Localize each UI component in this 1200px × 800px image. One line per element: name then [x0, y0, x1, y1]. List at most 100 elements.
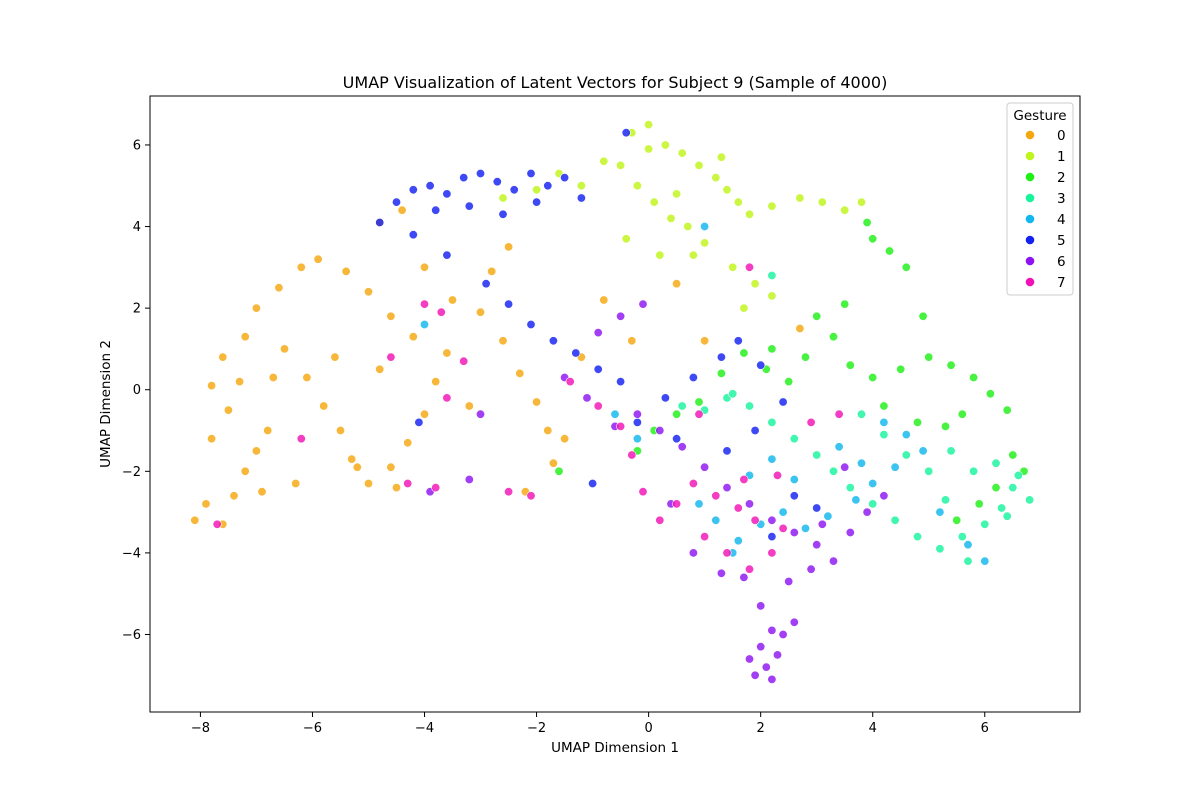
scatter-point-gesture-0 [363, 287, 373, 297]
scatter-point-gesture-5 [543, 181, 553, 191]
scatter-point-gesture-0 [319, 401, 329, 411]
scatter-point-gesture-1 [750, 279, 760, 289]
scatter-point-gesture-2 [800, 352, 810, 362]
scatter-point-gesture-0 [391, 483, 401, 493]
scatter-point-gesture-0 [268, 372, 278, 382]
scatter-point-gesture-0 [515, 368, 525, 378]
scatter-point-gesture-1 [767, 201, 777, 211]
scatter-point-gesture-1 [739, 303, 749, 313]
scatter-point-gesture-4 [963, 540, 973, 550]
scatter-point-gesture-2 [828, 332, 838, 342]
scatter-point-gesture-0 [447, 295, 457, 305]
scatter-point-gesture-1 [599, 156, 609, 166]
scatter-point-gesture-4 [856, 458, 866, 468]
scatter-point-gesture-3 [767, 270, 777, 280]
scatter-point-gesture-7 [627, 450, 637, 460]
scatter-point-gesture-2 [868, 234, 878, 244]
scatter-point-gesture-1 [649, 197, 659, 207]
y-axis-label: UMAP Dimension 2 [98, 340, 114, 468]
scatter-point-gesture-5 [778, 397, 788, 407]
scatter-point-gesture-0 [548, 458, 558, 468]
y-tick-label: 2 [133, 302, 141, 317]
scatter-point-gesture-2 [957, 409, 967, 419]
scatter-point-gesture-7 [834, 409, 844, 419]
scatter-point-gesture-5 [414, 417, 424, 427]
scatter-point-gesture-0 [375, 364, 385, 374]
scatter-point-gesture-6 [784, 576, 794, 586]
scatter-point-gesture-5 [716, 352, 726, 362]
x-tick-label: 6 [981, 721, 989, 736]
scatter-point-gesture-6 [806, 564, 816, 574]
scatter-point-gesture-0 [341, 266, 351, 276]
scatter-point-gesture-6 [688, 548, 698, 558]
scatter-point-gesture-5 [632, 417, 642, 427]
legend-marker-gesture-5 [1025, 235, 1035, 245]
scatter-point-gesture-0 [532, 397, 542, 407]
scatter-point-gesture-1 [532, 185, 542, 195]
scatter-point-gesture-2 [1002, 405, 1012, 415]
scatter-point-gesture-5 [616, 377, 626, 387]
scatter-point-gesture-0 [279, 344, 289, 354]
scatter-point-gesture-5 [504, 299, 514, 309]
scatter-point-gesture-1 [700, 238, 710, 248]
scatter-point-gesture-5 [509, 185, 519, 195]
scatter-point-gesture-3 [1008, 483, 1018, 493]
scatter-point-gesture-3 [969, 466, 979, 476]
scatter-point-gesture-2 [868, 372, 878, 382]
scatter-point-gesture-0 [207, 381, 217, 391]
scatter-point-gesture-0 [190, 515, 200, 525]
scatter-point-gesture-5 [548, 336, 558, 346]
scatter-point-gesture-5 [767, 532, 777, 542]
scatter-point-gesture-3 [957, 532, 967, 542]
scatter-point-gesture-1 [616, 160, 626, 170]
scatter-point-gesture-6 [700, 462, 710, 472]
scatter-point-gesture-1 [711, 173, 721, 183]
scatter-point-gesture-6 [789, 527, 799, 537]
scatter-point-gesture-0 [795, 323, 805, 333]
scatter-point-gesture-5 [660, 393, 670, 403]
scatter-point-gesture-4 [778, 507, 788, 517]
scatter-point-gesture-0 [251, 446, 261, 456]
scatter-point-gesture-7 [403, 478, 413, 488]
y-tick-label: −6 [122, 628, 141, 643]
scatter-point-gesture-7 [526, 491, 536, 501]
scatter-point-gesture-3 [946, 446, 956, 456]
scatter-point-gesture-6 [744, 654, 754, 664]
scatter-point-gesture-3 [789, 434, 799, 444]
scatter-point-gesture-7 [722, 548, 732, 558]
scatter-point-gesture-6 [655, 425, 665, 435]
scatter-point-gesture-2 [767, 344, 777, 354]
scatter-point-gesture-2 [845, 360, 855, 370]
scatter-point-gesture-6 [464, 474, 474, 484]
scatter-point-gesture-6 [638, 299, 648, 309]
legend-label-gesture-7: 7 [1057, 275, 1066, 291]
scatter-point-gesture-6 [582, 393, 592, 403]
scatter-point-gesture-4 [789, 474, 799, 484]
scatter-point-gesture-6 [767, 515, 777, 525]
scatter-point-gesture-2 [912, 417, 922, 427]
scatter-point-gesture-0 [274, 283, 284, 293]
scatter-point-gesture-2 [862, 218, 872, 228]
scatter-point-gesture-4 [610, 409, 620, 419]
scatter-point-gesture-1 [660, 140, 670, 150]
scatter-point-gesture-7 [386, 352, 396, 362]
scatter-point-gesture-4 [733, 536, 743, 546]
scatter-point-gesture-0 [560, 434, 570, 444]
scatter-point-gesture-6 [845, 527, 855, 537]
scatter-point-gesture-1 [644, 120, 654, 130]
scatter-point-gesture-3 [980, 519, 990, 529]
scatter-point-gesture-0 [419, 409, 429, 419]
scatter-point-gesture-2 [716, 368, 726, 378]
scatter-point-gesture-5 [593, 364, 603, 374]
scatter-point-gesture-1 [632, 181, 642, 191]
scatter-point-gesture-1 [498, 193, 508, 203]
scatter-point-gesture-3 [940, 495, 950, 505]
scatter-point-gesture-0 [627, 336, 637, 346]
scatter-point-gesture-6 [722, 483, 732, 493]
scatter-point-gesture-2 [554, 466, 564, 476]
scatter-point-gesture-3 [991, 458, 1001, 468]
scatter-point-gesture-0 [599, 295, 609, 305]
scatter-point-gesture-0 [475, 307, 485, 317]
scatter-point-gesture-1 [666, 213, 676, 223]
scatter-point-gesture-7 [212, 519, 222, 529]
